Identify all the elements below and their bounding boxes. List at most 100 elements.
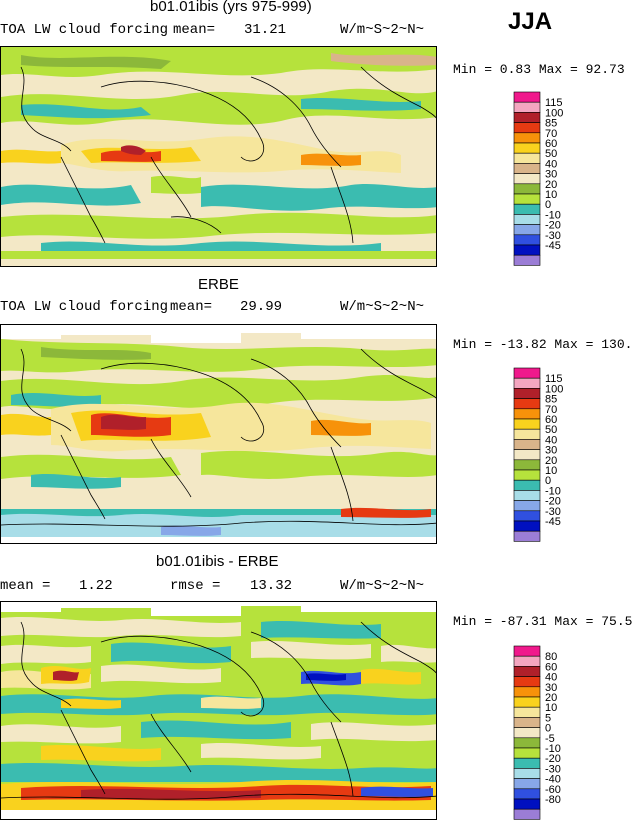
colorbar-swatch <box>513 203 541 215</box>
colorbar-tick-label: 5 <box>545 712 551 724</box>
colorbar-swatch <box>513 152 541 164</box>
colorbar-tick-label: -20 <box>545 496 561 508</box>
colorbar-tick-label: 20 <box>545 455 557 467</box>
colorbar-swatch <box>513 173 541 185</box>
colorbar-swatch <box>513 244 541 256</box>
colorbar-tick-label: -30 <box>545 506 561 518</box>
colorbar-swatch <box>513 408 541 420</box>
colorbar-swatch <box>513 224 541 236</box>
panel-2-mean-label: mean= <box>170 299 213 315</box>
colorbar-tick-label: 10 <box>545 702 557 714</box>
panel-1-minmax: Min = 0.83 Max = 92.73 <box>453 62 625 77</box>
colorbar-swatch <box>513 808 541 820</box>
colorbar-tick-label: -20 <box>545 753 561 765</box>
panel-2-mean-value: 29.99 <box>240 299 283 315</box>
colorbar-swatch <box>513 655 541 667</box>
panel-2-variable-label: TOA LW cloud forcing <box>0 299 169 315</box>
colorbar-tick-label: 0 <box>545 199 551 211</box>
colorbar-tick-label: 85 <box>545 118 557 130</box>
colorbar-tick-label: 70 <box>545 128 557 140</box>
panel-3-map <box>0 601 437 820</box>
colorbar-tick-label: -80 <box>545 794 561 806</box>
colorbar-tick-label: -45 <box>545 516 561 528</box>
colorbar-swatch <box>513 367 541 379</box>
colorbar-tick-label: -10 <box>545 485 561 497</box>
panel-1-mean-label: mean= <box>173 22 216 38</box>
colorbar-swatch <box>513 778 541 790</box>
season-label: JJA <box>508 8 553 35</box>
colorbar-swatch <box>513 686 541 698</box>
panel-3-minmax: Min = -87.31 Max = 75.55 <box>453 614 633 629</box>
colorbar-tick-label: -45 <box>545 240 561 252</box>
colorbar-tick-label: 20 <box>545 179 557 191</box>
colorbar-swatch <box>513 183 541 195</box>
colorbar-tick-label: 100 <box>545 107 563 119</box>
colorbar-swatch <box>513 459 541 471</box>
colorbar-swatch <box>513 418 541 430</box>
colorbar-swatch <box>513 706 541 718</box>
colorbar-swatch <box>513 788 541 800</box>
colorbar-tick-label: 60 <box>545 661 557 673</box>
colorbar-tick-label: -10 <box>545 209 561 221</box>
colorbar-tick-label: 30 <box>545 445 557 457</box>
colorbar-swatch <box>513 132 541 144</box>
panel-1-variable-label: TOA LW cloud forcing <box>0 22 169 38</box>
panel-1-map <box>0 46 437 267</box>
colorbar-tick-label: 115 <box>545 97 563 109</box>
colorbar-tick-label: 10 <box>545 189 557 201</box>
panel-2-contour-field <box>1 325 436 543</box>
colorbar-swatch <box>513 193 541 205</box>
panel-2-minmax: Min = -13.82 Max = 130.08 <box>453 337 633 352</box>
colorbar-tick-label: 0 <box>545 723 551 735</box>
colorbar-swatch <box>513 717 541 728</box>
colorbar-tick-label: 40 <box>545 434 557 446</box>
colorbar-swatch <box>513 163 541 174</box>
panel-1-legend: 115 100 85 70 60 50 40 30 20 10 0 -10 -20 -30 -45 <box>512 90 592 271</box>
colorbar-tick-label: -10 <box>545 743 561 755</box>
panel-3-title: b01.01ibis - ERBE <box>156 553 279 570</box>
colorbar-tick-label: 10 <box>545 465 557 477</box>
panel-3-mean-value: 1.22 <box>79 578 113 594</box>
colorbar-swatch <box>513 254 541 266</box>
colorbar-swatch <box>513 449 541 461</box>
colorbar-swatch <box>513 469 541 481</box>
colorbar-swatch <box>513 234 541 246</box>
colorbar-tick-label: 40 <box>545 158 557 170</box>
panel-3-mean-label: mean = <box>0 578 51 594</box>
colorbar-swatch <box>513 439 541 450</box>
panel-1-contour-field <box>1 47 436 266</box>
colorbar-tick-label: -40 <box>545 774 561 786</box>
colorbar-swatch <box>513 91 541 103</box>
colorbar-swatch <box>513 676 541 688</box>
colorbar-swatch <box>513 398 541 410</box>
colorbar-tick-label: 50 <box>545 148 557 160</box>
colorbar-swatch <box>513 520 541 532</box>
colorbar-tick-label: -20 <box>545 220 561 232</box>
colorbar-swatch <box>513 747 541 759</box>
panel-2-title: ERBE <box>198 276 239 293</box>
colorbar-tick-label: 60 <box>545 138 557 150</box>
colorbar-tick-label: 30 <box>545 169 557 181</box>
colorbar-swatch <box>513 798 541 810</box>
colorbar-swatch <box>513 122 541 134</box>
colorbar-tick-label: 85 <box>545 394 557 406</box>
colorbar-tick-label: 100 <box>545 383 563 395</box>
colorbar-swatch <box>513 101 541 113</box>
colorbar-swatch <box>513 479 541 491</box>
panel-3-rmse-label: rmse = <box>170 578 221 594</box>
colorbar-swatch <box>513 757 541 769</box>
panel-2-map <box>0 324 437 544</box>
panel-1-title: b01.01ibis (yrs 975-999) <box>150 0 312 15</box>
colorbar-swatch <box>513 388 541 399</box>
colorbar-swatch <box>513 696 541 708</box>
panel-2-units: W/m~S~2~N~ <box>340 299 425 315</box>
colorbar-tick-label: 0 <box>545 475 551 487</box>
colorbar-swatch <box>513 428 541 440</box>
colorbar-swatch <box>513 768 541 779</box>
colorbar-swatch <box>513 645 541 657</box>
colorbar-tick-label: 115 <box>545 373 563 385</box>
colorbar-swatch <box>513 490 541 501</box>
colorbar-tick-label: -5 <box>545 733 555 745</box>
colorbar-swatch <box>513 666 541 677</box>
